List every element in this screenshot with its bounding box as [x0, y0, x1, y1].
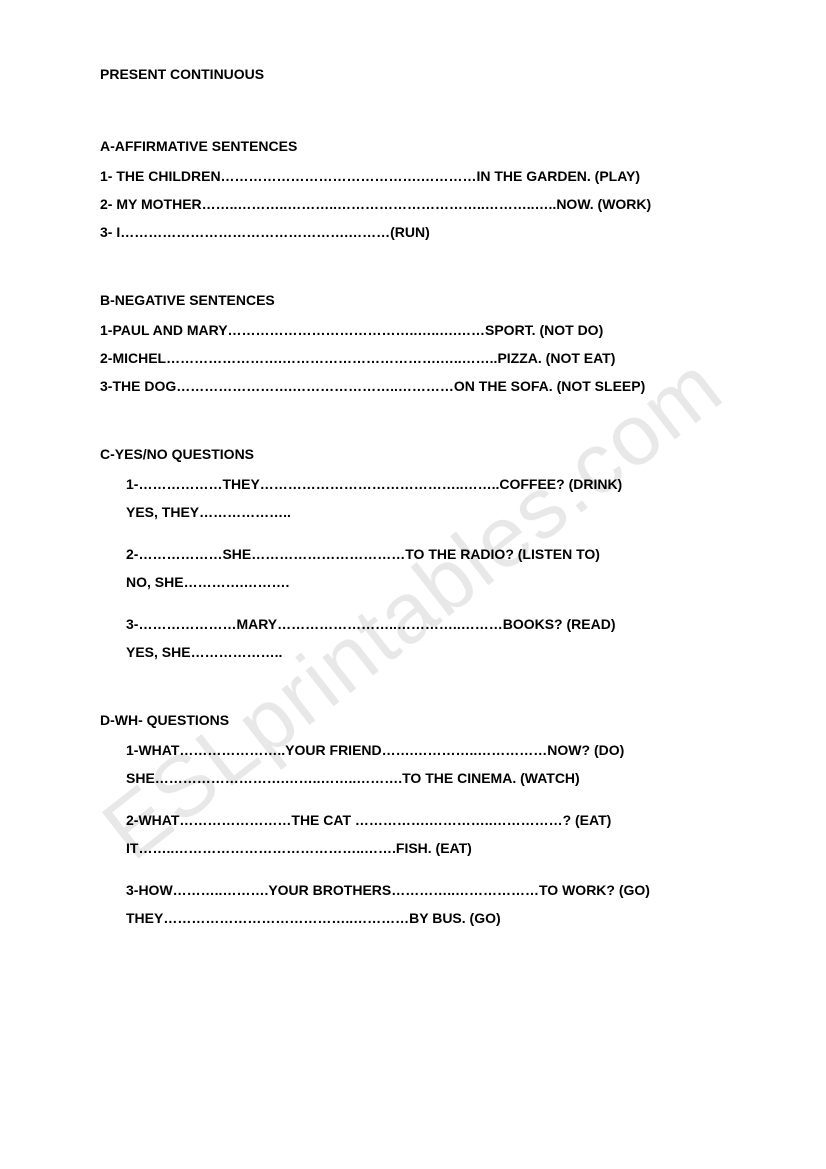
section-a-item-2: 2- MY MOTHER……..………..………..…………………………..………	[100, 190, 736, 218]
section-c-item-3: 2-………………SHE……………………………TO THE RADIO? (LIS…	[100, 540, 736, 568]
section-d-item-5: 3-HOW………..……….YOUR BROTHERS…………..………………T…	[100, 876, 736, 904]
section-c-item-6: YES, SHE………………..	[100, 638, 736, 666]
section-d-item-4: IT……..…………………………………..…….FISH. (EAT)	[100, 834, 736, 862]
section-b-item-3: 3-THE DOG…………………….…………………..…………ON THE SO…	[100, 372, 736, 400]
section-d-item-6: THEY…………………………………..…………BY BUS. (GO)	[100, 904, 736, 932]
page-title: PRESENT CONTINUOUS	[100, 60, 736, 88]
blank-line	[100, 862, 736, 876]
section-c-item-4: NO, SHE………….……….	[100, 568, 736, 596]
section-b-item-1: 1-PAUL AND MARY…………………………………..…..….……SPO…	[100, 316, 736, 344]
worksheet-page: PRESENT CONTINUOUS A-AFFIRMATIVE SENTENC…	[0, 0, 826, 932]
section-c-item-2: YES, THEY………………..	[100, 498, 736, 526]
section-d-item-3: 2-WHAT……………………THE CAT …………….…………..……………?…	[100, 806, 736, 834]
section-b-heading: B-NEGATIVE SENTENCES	[100, 286, 736, 314]
section-c-item-1: 1-………………THEY……………………………………..……..COFFEE? …	[100, 470, 736, 498]
section-a-heading: A-AFFIRMATIVE SENTENCES	[100, 132, 736, 160]
section-a-item-3: 3- I………………………………………….………(RUN)	[100, 218, 736, 246]
blank-line	[100, 596, 736, 610]
blank-line	[100, 792, 736, 806]
section-d-item-1: 1-WHAT…………………..YOUR FRIEND…….…………..………………	[100, 736, 736, 764]
section-a-item-1: 1- THE CHILDREN…………………………………….…………IN THE…	[100, 162, 736, 190]
section-c-item-5: 3-…………………MARY……………………..…………..………BOOKS? (…	[100, 610, 736, 638]
section-d-item-2: SHE……………………….……..……..……….TO THE CINEMA. …	[100, 764, 736, 792]
section-c-heading: C-YES/NO QUESTIONS	[100, 440, 736, 468]
blank-line	[100, 526, 736, 540]
section-b-item-2: 2-MICHEL…………………….…………………………….…..……..PIZZ…	[100, 344, 736, 372]
section-d-heading: D-WH- QUESTIONS	[100, 706, 736, 734]
